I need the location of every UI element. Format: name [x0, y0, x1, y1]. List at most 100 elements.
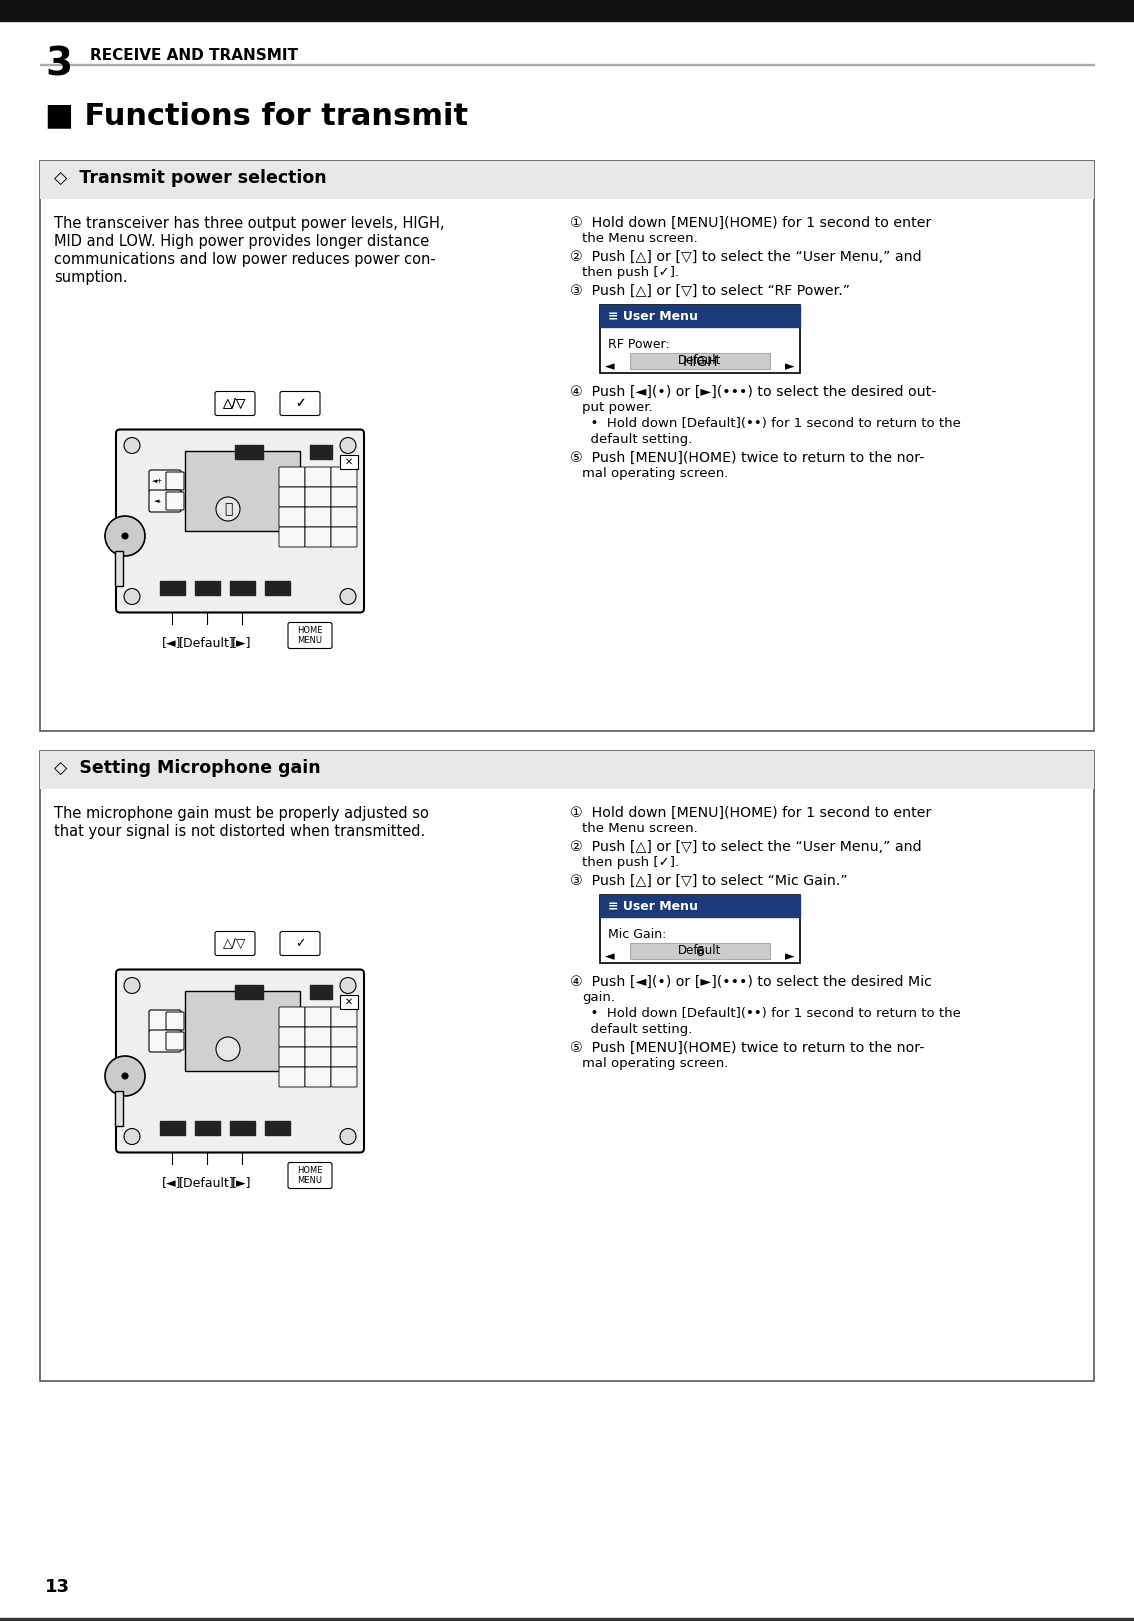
FancyBboxPatch shape — [288, 1162, 332, 1188]
Text: sumption.: sumption. — [54, 271, 127, 285]
Text: [◄]: [◄] — [162, 1177, 181, 1190]
Bar — [235, 984, 263, 999]
Bar — [195, 1120, 220, 1135]
Bar — [40, 160, 1094, 731]
FancyBboxPatch shape — [279, 527, 305, 546]
Text: 📞: 📞 — [223, 503, 232, 515]
Text: ②  Push [△] or [▽] to select the “User Menu,” and: ② Push [△] or [▽] to select the “User Me… — [570, 250, 922, 264]
Circle shape — [124, 438, 139, 454]
Bar — [600, 895, 799, 917]
Text: Mic Gain:: Mic Gain: — [608, 927, 667, 942]
Circle shape — [105, 515, 145, 556]
Circle shape — [340, 977, 356, 994]
FancyBboxPatch shape — [331, 1067, 357, 1088]
Text: mal operating screen.: mal operating screen. — [582, 467, 728, 480]
Text: ✓: ✓ — [295, 937, 305, 950]
FancyBboxPatch shape — [305, 467, 331, 486]
Bar — [340, 456, 358, 468]
Text: MID and LOW. High power provides longer distance: MID and LOW. High power provides longer … — [54, 233, 430, 250]
Text: ◄: ◄ — [606, 950, 615, 963]
Bar — [40, 751, 1094, 1381]
Text: RECEIVE AND TRANSMIT: RECEIVE AND TRANSMIT — [90, 49, 298, 63]
Text: 13: 13 — [45, 1577, 70, 1597]
FancyBboxPatch shape — [116, 969, 364, 1153]
FancyBboxPatch shape — [631, 943, 770, 960]
Bar — [115, 1091, 122, 1127]
Bar — [185, 451, 301, 532]
Text: then push [✓].: then push [✓]. — [582, 856, 679, 869]
Text: then push [✓].: then push [✓]. — [582, 266, 679, 279]
Text: the Menu screen.: the Menu screen. — [582, 232, 697, 245]
Text: ►: ► — [786, 360, 795, 373]
Text: ④  Push [◄](•) or [►](•••) to select the desired out-: ④ Push [◄](•) or [►](•••) to select the … — [570, 386, 937, 399]
Bar — [230, 1120, 255, 1135]
Bar — [235, 444, 263, 459]
Text: ►: ► — [786, 950, 795, 963]
Circle shape — [122, 533, 128, 540]
Bar — [310, 984, 332, 999]
FancyBboxPatch shape — [305, 527, 331, 546]
Text: ①  Hold down [MENU](HOME) for 1 second to enter: ① Hold down [MENU](HOME) for 1 second to… — [570, 216, 931, 230]
FancyBboxPatch shape — [279, 486, 305, 507]
Text: 6: 6 — [695, 945, 704, 960]
Text: △/▽: △/▽ — [223, 937, 247, 950]
FancyBboxPatch shape — [215, 392, 255, 415]
Text: the Menu screen.: the Menu screen. — [582, 822, 697, 835]
Text: ≡ User Menu: ≡ User Menu — [608, 310, 697, 323]
Text: HOME
MENU: HOME MENU — [297, 1165, 323, 1185]
Text: ✕: ✕ — [345, 997, 353, 1007]
Circle shape — [124, 1128, 139, 1144]
Text: default setting.: default setting. — [582, 433, 693, 446]
FancyBboxPatch shape — [305, 486, 331, 507]
FancyBboxPatch shape — [166, 472, 184, 490]
Text: ◄: ◄ — [606, 360, 615, 373]
Bar — [230, 580, 255, 595]
Bar — [0, 1618, 1134, 1621]
FancyBboxPatch shape — [331, 1047, 357, 1067]
Text: ■ Functions for transmit: ■ Functions for transmit — [45, 101, 468, 130]
FancyBboxPatch shape — [149, 490, 181, 512]
Bar — [40, 160, 1094, 199]
FancyBboxPatch shape — [279, 507, 305, 527]
Text: [►]: [►] — [232, 637, 252, 650]
Circle shape — [124, 588, 139, 605]
FancyBboxPatch shape — [279, 1028, 305, 1047]
Text: communications and low power reduces power con-: communications and low power reduces pow… — [54, 251, 435, 267]
Text: ⑤  Push [MENU](HOME) twice to return to the nor-: ⑤ Push [MENU](HOME) twice to return to t… — [570, 1041, 924, 1055]
Text: 3: 3 — [45, 45, 73, 84]
FancyBboxPatch shape — [149, 470, 181, 493]
Text: ≡ User Menu: ≡ User Menu — [608, 900, 697, 913]
FancyBboxPatch shape — [631, 353, 770, 370]
FancyBboxPatch shape — [215, 932, 255, 955]
Circle shape — [122, 1073, 128, 1080]
FancyBboxPatch shape — [305, 1028, 331, 1047]
FancyBboxPatch shape — [305, 1007, 331, 1028]
Text: ◇  Setting Microphone gain: ◇ Setting Microphone gain — [54, 759, 321, 776]
Circle shape — [215, 498, 240, 520]
Text: HIGH: HIGH — [683, 355, 718, 370]
Text: [►]: [►] — [232, 1177, 252, 1190]
Bar — [160, 580, 185, 595]
FancyBboxPatch shape — [279, 1047, 305, 1067]
FancyBboxPatch shape — [116, 430, 364, 613]
Text: put power.: put power. — [582, 400, 653, 413]
Circle shape — [105, 1055, 145, 1096]
Text: ✕: ✕ — [345, 457, 353, 467]
FancyBboxPatch shape — [331, 527, 357, 546]
Text: Default: Default — [678, 355, 721, 368]
Text: gain.: gain. — [582, 990, 615, 1003]
Text: [◄]: [◄] — [162, 637, 181, 650]
Text: [Default]: [Default] — [179, 637, 235, 650]
Text: ⑤  Push [MENU](HOME) twice to return to the nor-: ⑤ Push [MENU](HOME) twice to return to t… — [570, 451, 924, 465]
Bar — [0, 0, 1134, 21]
Text: △/▽: △/▽ — [223, 397, 247, 410]
Text: ◄+: ◄+ — [152, 478, 163, 485]
Bar — [340, 995, 358, 1008]
FancyBboxPatch shape — [331, 1028, 357, 1047]
FancyBboxPatch shape — [600, 895, 799, 963]
FancyBboxPatch shape — [166, 1033, 184, 1050]
FancyBboxPatch shape — [331, 486, 357, 507]
FancyBboxPatch shape — [149, 1010, 181, 1033]
FancyBboxPatch shape — [331, 1007, 357, 1028]
Text: ✓: ✓ — [295, 397, 305, 410]
